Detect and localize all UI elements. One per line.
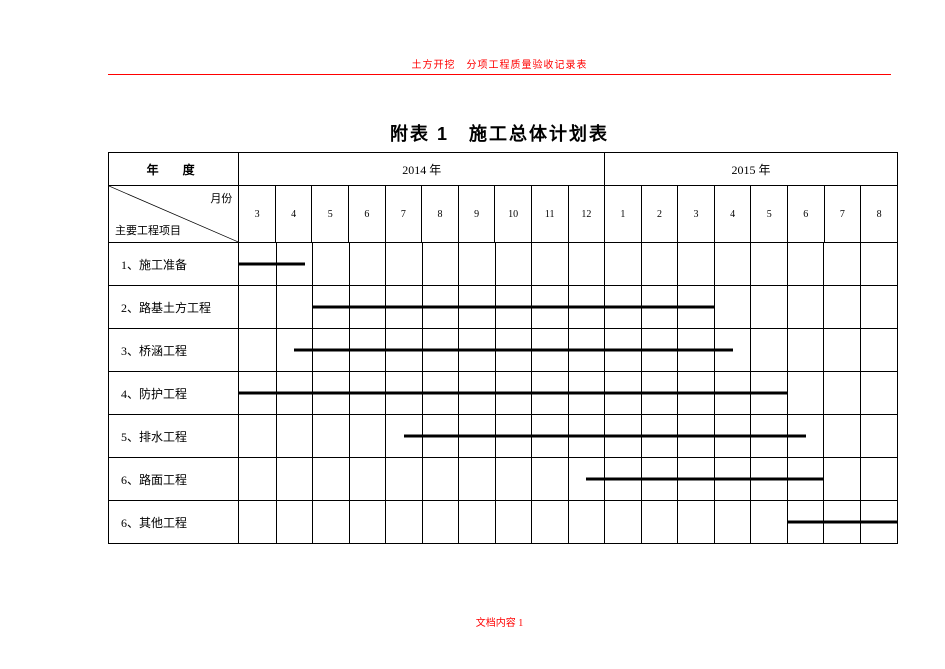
- gantt-bar: [239, 263, 305, 266]
- task-row: 4、防护工程: [109, 372, 898, 415]
- month-header: 8: [422, 186, 459, 243]
- month-header: 5: [312, 186, 349, 243]
- gantt-bar: [294, 349, 732, 352]
- gantt-bar: [787, 521, 897, 524]
- task-label: 4、防护工程: [109, 372, 239, 415]
- task-row: 5、排水工程: [109, 415, 898, 458]
- task-timeline: [239, 286, 898, 329]
- gantt-bar: [404, 435, 806, 438]
- month-header: 12: [568, 186, 605, 243]
- page-footer: 文档内容 1: [108, 614, 891, 629]
- month-header: 3: [678, 186, 715, 243]
- year-header-label: 年 度: [109, 153, 239, 186]
- gantt-bar: [312, 306, 714, 309]
- task-row: 6、其他工程: [109, 501, 898, 544]
- task-label: 3、桥涵工程: [109, 329, 239, 372]
- month-header: 2: [641, 186, 678, 243]
- month-axis-label: 月份主要工程项目: [109, 186, 239, 243]
- page-title: 附表 1 施工总体计划表: [108, 120, 891, 146]
- task-timeline: [239, 458, 898, 501]
- month-header: 4: [714, 186, 751, 243]
- task-label: 6、其他工程: [109, 501, 239, 544]
- task-label: 2、路基土方工程: [109, 286, 239, 329]
- month-header: 3: [239, 186, 276, 243]
- month-header: 10: [495, 186, 532, 243]
- gantt-bar: [586, 478, 823, 481]
- month-header: 7: [385, 186, 422, 243]
- gantt-table: 年 度2014 年2015 年月份主要工程项目34567891011121234…: [108, 152, 898, 544]
- task-row: 3、桥涵工程: [109, 329, 898, 372]
- gantt-bar: [239, 392, 787, 395]
- month-axis-bottom: 主要工程项目: [115, 222, 181, 238]
- header-rule: [108, 74, 891, 75]
- task-label: 6、路面工程: [109, 458, 239, 501]
- header-red-text: 土方开挖 分项工程质量验收记录表: [108, 56, 891, 71]
- year-header: 2014 年: [239, 153, 605, 186]
- page-header: 土方开挖 分项工程质量验收记录表: [108, 56, 891, 75]
- month-axis-top: 月份: [210, 190, 232, 206]
- month-header: 6: [788, 186, 825, 243]
- task-timeline: [239, 329, 898, 372]
- month-header: 5: [751, 186, 788, 243]
- task-label: 5、排水工程: [109, 415, 239, 458]
- task-row: 6、路面工程: [109, 458, 898, 501]
- task-timeline: [239, 415, 898, 458]
- gantt-chart: 年 度2014 年2015 年月份主要工程项目34567891011121234…: [108, 152, 898, 544]
- task-label: 1、施工准备: [109, 243, 239, 286]
- task-timeline: [239, 501, 898, 544]
- month-header: 6: [349, 186, 386, 243]
- task-row: 1、施工准备: [109, 243, 898, 286]
- task-row: 2、路基土方工程: [109, 286, 898, 329]
- month-header: 1: [605, 186, 642, 243]
- month-header: 4: [275, 186, 312, 243]
- month-header: 11: [531, 186, 568, 243]
- task-timeline: [239, 243, 898, 286]
- month-header: 8: [861, 186, 898, 243]
- month-header: 9: [458, 186, 495, 243]
- year-header: 2015 年: [605, 153, 898, 186]
- month-header: 7: [824, 186, 861, 243]
- task-timeline: [239, 372, 898, 415]
